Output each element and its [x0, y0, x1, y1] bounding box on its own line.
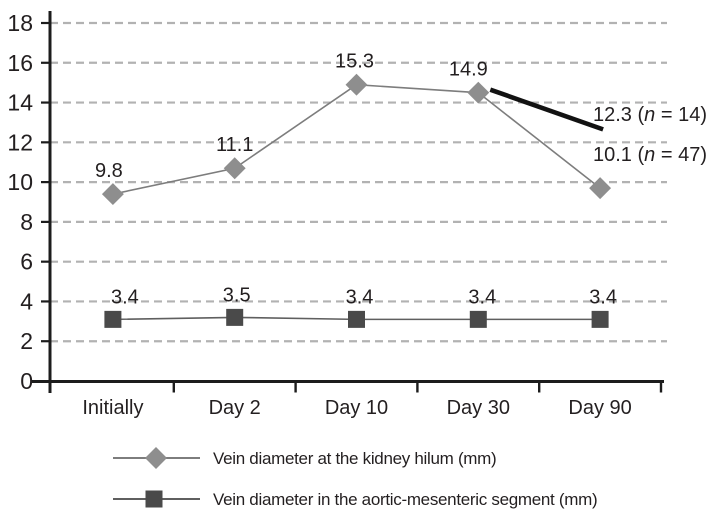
annotation-n-count: = 14): [655, 104, 707, 126]
y-axis-tick-label: 14: [7, 90, 33, 116]
y-axis-tick-label: 8: [20, 209, 33, 235]
point-value-label: 3.4: [468, 286, 496, 308]
legend-square-marker: [145, 490, 163, 508]
point-value-label: 3.4: [589, 286, 617, 308]
point-marker-square: [104, 310, 122, 328]
point-value-label: 14.9: [449, 59, 488, 81]
y-axis-labels: 0 2 4 6 8 10 12 14 16 18: [7, 10, 33, 394]
y-axis-tick-label: 12: [7, 129, 33, 155]
point-value-label: 3.4: [346, 286, 374, 308]
point-marker-diamond: [467, 81, 490, 104]
legend-diamond-marker: [145, 447, 167, 469]
x-axis-tick-label: Day 10: [325, 397, 388, 419]
x-axis-tick-label: Day 90: [568, 397, 631, 419]
point-value-label: 15.3: [335, 51, 374, 73]
y-axis-tick-label: 10: [7, 169, 33, 195]
y-axis-tick-label: 0: [20, 368, 33, 394]
y-axis-tick-label: 18: [7, 10, 33, 36]
legend: Vein diameter at the kidney hilum (mm) V…: [113, 447, 598, 509]
legend-item-aortic-mesenteric: Vein diameter in the aortic-mesenteric s…: [113, 490, 598, 509]
series-aortic-mesenteric: 3.4 3.5 3.4 3.4 3.4: [104, 284, 617, 328]
point-marker-square: [226, 308, 244, 326]
annotation-label-n47: 10.1 (n = 47): [593, 144, 707, 166]
annotation-n-symbol: n: [644, 144, 655, 166]
annotation-label-n14: 12.3 (n = 14): [593, 104, 707, 126]
x-axis-tick-label: Initially: [82, 397, 143, 419]
point-value-label: 11.1: [216, 134, 253, 156]
y-axis: [41, 11, 52, 393]
point-value-label: 3.5: [223, 284, 251, 306]
legend-item-kidney-hilum: Vein diameter at the kidney hilum (mm): [113, 447, 497, 469]
point-marker-square: [348, 310, 365, 328]
x-axis-tick-label: Day 2: [209, 397, 261, 419]
y-axis-tick-label: 4: [20, 288, 33, 314]
point-marker-diamond: [345, 73, 368, 96]
point-marker-diamond: [223, 157, 246, 180]
x-axis: [32, 380, 664, 393]
annotation-value: 12.3 (: [593, 104, 644, 126]
x-axis-labels: Initially Day 2 Day 10 Day 30 Day 90: [82, 397, 631, 419]
y-axis-tick-label: 2: [20, 328, 33, 354]
gridlines: [50, 21, 667, 343]
point-marker-square: [469, 310, 487, 328]
point-marker-square: [591, 310, 609, 328]
legend-label-aortic-mesenteric: Vein diameter in the aortic-mesenteric s…: [213, 490, 597, 509]
point-marker-diamond: [101, 183, 124, 206]
y-axis-tick-label: 16: [7, 50, 33, 76]
subgroup-trend-line: [489, 87, 604, 132]
series-kidney-hilum: 9.8 11.1 15.3 14.9: [95, 51, 612, 206]
point-value-label: 9.8: [95, 160, 123, 182]
legend-label-kidney-hilum: Vein diameter at the kidney hilum (mm): [213, 449, 496, 468]
annotation-n-symbol: n: [644, 104, 655, 126]
annotation-value: 10.1 (: [593, 144, 644, 166]
point-marker-diamond: [589, 177, 612, 200]
annotation-n-count: = 47): [655, 144, 707, 166]
point-value-label: 3.4: [111, 286, 139, 308]
x-axis-tick-label: Day 30: [447, 397, 510, 419]
y-axis-tick-label: 6: [20, 249, 33, 275]
